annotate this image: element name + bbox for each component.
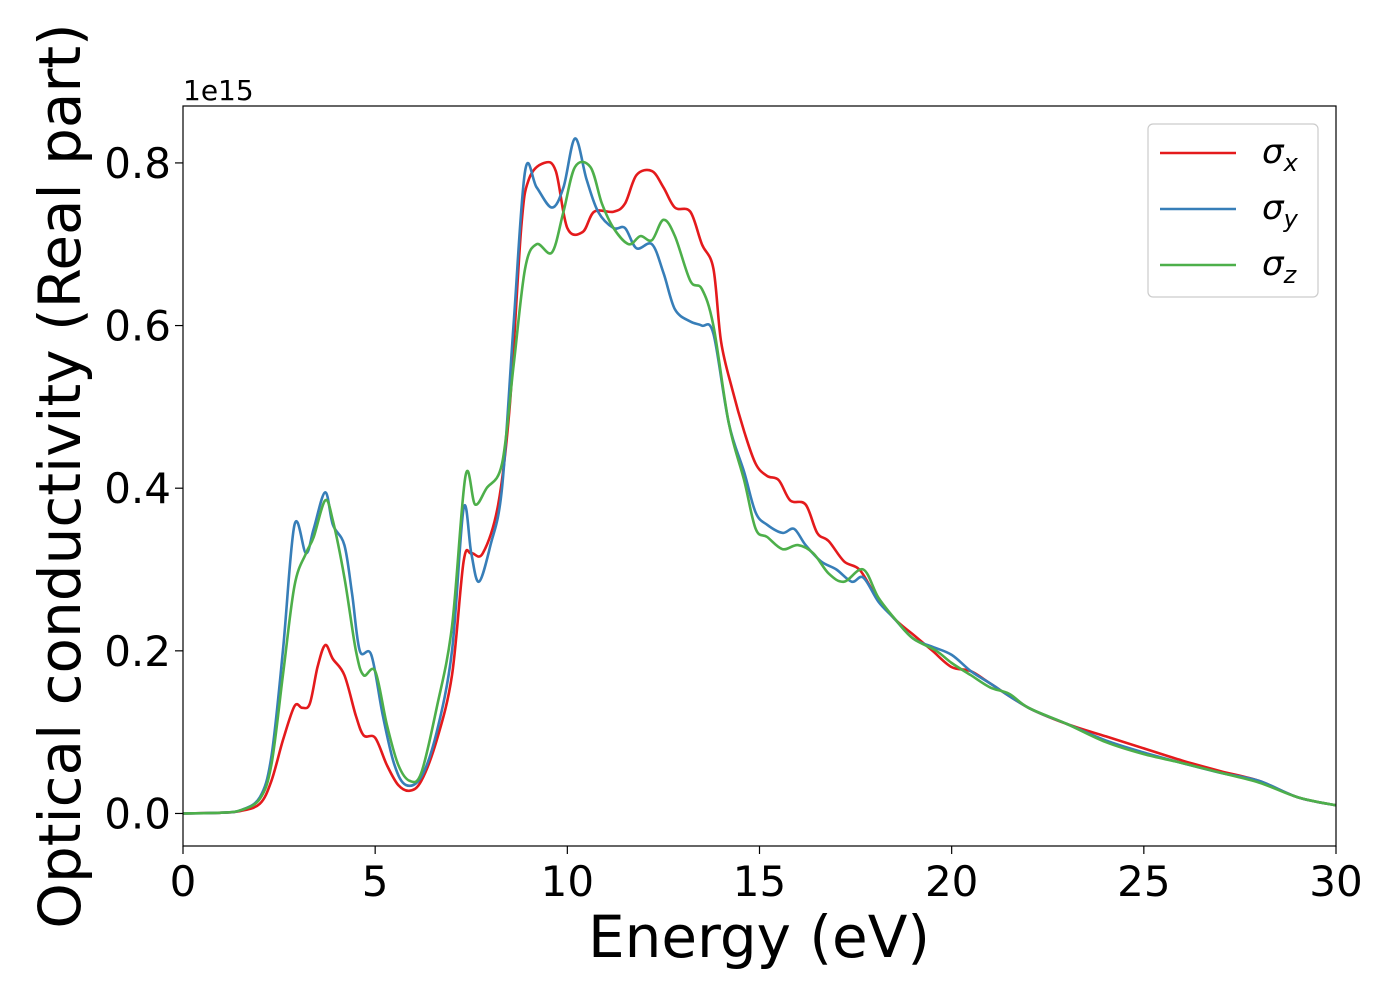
series-line-z <box>182 160 1337 815</box>
y-tick-label: 0.4 <box>104 464 171 513</box>
x-tick-label: 15 <box>733 857 786 906</box>
y-tick-label: 0.6 <box>104 302 171 351</box>
y-tick-label: 0.8 <box>104 139 171 188</box>
x-tick-label: 0 <box>170 857 197 906</box>
x-tick-label: 10 <box>541 857 594 906</box>
x-axis-ticks: 0 5 10 15 20 25 30 <box>170 846 1363 906</box>
legend: σx σy σz <box>1147 123 1319 298</box>
plot-background <box>183 106 1336 846</box>
x-tick-label: 30 <box>1309 857 1362 906</box>
y-offset-label: 1e15 <box>183 74 254 107</box>
x-axis-label: Energy (eV) <box>588 903 930 971</box>
y-axis-label: Optical conductivity (Real part) <box>26 23 94 928</box>
legend-box <box>1147 123 1319 298</box>
y-axis-ticks: 0.0 0.2 0.4 0.6 0.8 <box>104 139 183 838</box>
y-tick-label: 0.0 <box>104 789 171 838</box>
series-layer <box>182 137 1337 815</box>
legend-label-y: σy <box>1262 188 1299 233</box>
series-line-y <box>182 137 1337 815</box>
legend-label-z: σz <box>1262 244 1298 289</box>
legend-label-x: σx <box>1262 132 1299 177</box>
x-tick-label: 20 <box>925 857 978 906</box>
x-tick-label: 5 <box>362 857 389 906</box>
series-line-x <box>182 160 1337 815</box>
y-tick-label: 0.2 <box>104 627 171 676</box>
x-tick-label: 25 <box>1117 857 1170 906</box>
